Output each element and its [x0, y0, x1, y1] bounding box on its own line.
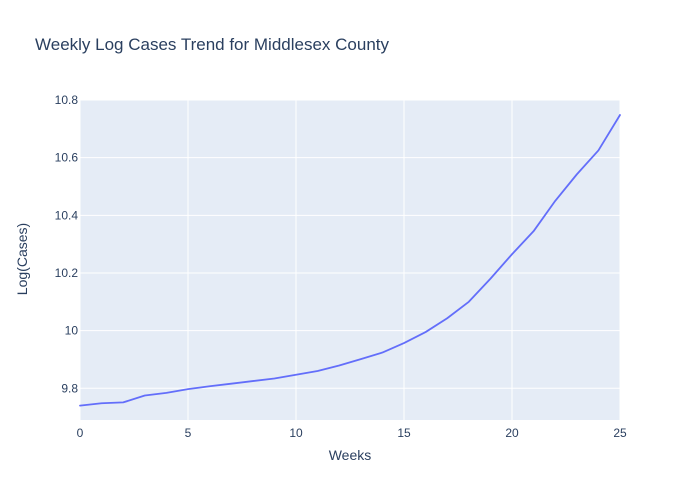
x-axis-ticks: 0 5 10 15 20 25	[77, 426, 627, 440]
y-tick-label: 10.2	[55, 266, 79, 280]
x-axis-title: Weeks	[329, 447, 372, 463]
y-tick-label: 9.8	[61, 381, 78, 395]
y-axis-title: Log(Cases)	[14, 223, 30, 295]
y-tick-label: 10.4	[55, 208, 79, 222]
plot-area	[80, 100, 620, 420]
x-tick-label: 15	[397, 426, 411, 440]
x-tick-label: 25	[613, 426, 627, 440]
x-tick-label: 10	[289, 426, 303, 440]
x-tick-label: 20	[505, 426, 519, 440]
grid-lines	[79, 99, 621, 420]
series-layer	[79, 114, 621, 407]
chart-title: Weekly Log Cases Trend for Middlesex Cou…	[35, 35, 390, 54]
series-line	[79, 114, 621, 407]
y-tick-label: 10.8	[55, 93, 79, 107]
plot-background	[80, 100, 620, 420]
y-tick-label: 10	[65, 324, 79, 338]
x-tick-label: 0	[77, 426, 84, 440]
x-tick-label: 5	[185, 426, 192, 440]
y-tick-label: 10.6	[55, 151, 79, 165]
y-axis-ticks: 9.8 10 10.2 10.4 10.6 10.8	[55, 93, 79, 395]
